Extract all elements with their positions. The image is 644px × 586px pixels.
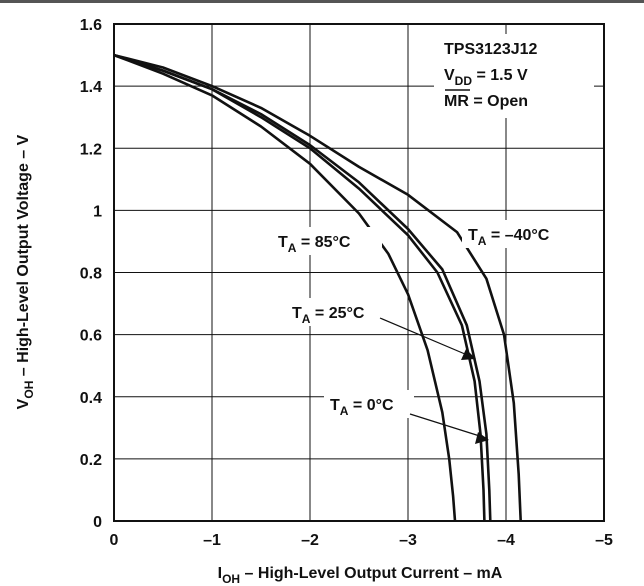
- x-tick-label: –2: [301, 532, 319, 549]
- label-neg40c: TA = –40°C: [468, 227, 550, 248]
- arrow-25c-line: [379, 317, 473, 358]
- label-sub: A: [478, 234, 487, 248]
- label-rest: = 85°C: [296, 234, 350, 251]
- device-label: TPS3123J12: [444, 41, 538, 58]
- label-main: T: [330, 397, 340, 414]
- arrow-0c-line: [409, 413, 487, 439]
- arrow-25c-head: [461, 349, 476, 360]
- series-label-backing: [272, 227, 382, 255]
- label-25c: TA = 25°C: [292, 305, 365, 326]
- x-tick-label: 0: [110, 532, 119, 549]
- label-rest: = –40°C: [486, 227, 549, 244]
- series-label-backing: [286, 298, 390, 326]
- series-label-backing: [324, 390, 414, 418]
- y-title-sub: OH: [22, 381, 36, 399]
- series-85c-curve: [113, 53, 457, 522]
- series-25c-curve: [113, 53, 492, 522]
- x-title-main: I: [218, 565, 222, 582]
- vdd-label: VDD = 1.5 V: [444, 67, 528, 88]
- series-label-backing: [462, 220, 580, 248]
- y-tick-label: 0: [93, 514, 102, 531]
- mr-main: MR: [444, 93, 469, 110]
- y-title-main: V: [15, 398, 32, 409]
- label-sub: A: [288, 241, 297, 255]
- label-0c: TA = 0°C: [330, 397, 394, 418]
- mr-rest: = Open: [469, 93, 528, 110]
- x-tick-label: –3: [399, 532, 417, 549]
- y-tick-label: 0.2: [80, 452, 102, 469]
- label-rest: = 0°C: [348, 397, 394, 414]
- label-rest: = 25°C: [310, 305, 364, 322]
- label-main: T: [468, 227, 478, 244]
- y-tick-label: 0.4: [80, 390, 102, 407]
- series-neg40c-curve: [113, 53, 522, 522]
- y-tick-label: 1.6: [80, 17, 102, 34]
- info-box-backing: [434, 34, 594, 118]
- label-sub: A: [340, 404, 349, 418]
- arrow-0c-head: [475, 432, 489, 444]
- vdd-main: V: [444, 67, 455, 84]
- y-tick-label: 1.2: [80, 141, 102, 158]
- x-axis-title: IOH – High-Level Output Current – mA: [218, 565, 503, 586]
- x-title-sub: OH: [222, 572, 240, 586]
- plot-frame: [113, 23, 605, 522]
- y-tick-label: 1.4: [80, 79, 102, 96]
- y-tick-label: 1: [93, 203, 102, 220]
- label-main: T: [292, 305, 302, 322]
- y-title-rest: – High-Level Output Voltage – V: [15, 134, 32, 380]
- label-main: T: [278, 234, 288, 251]
- y-axis-title: VOH – High-Level Output Voltage – V: [15, 134, 36, 409]
- vdd-rest: = 1.5 V: [472, 67, 528, 84]
- y-tick-label: 0.6: [80, 328, 102, 345]
- x-tick-label: –1: [203, 532, 221, 549]
- mr-label: MR = Open: [444, 93, 528, 110]
- series-labels: TA = 85°CTA = 0°CTA = 25°CTA = –40°C: [272, 220, 580, 418]
- vdd-sub: DD: [455, 74, 473, 88]
- tick-labels: 0 –1 –2 –3 –4 –5 0 0.2 0.4 0.6 0.8 1 1.2 1.4 1.6: [80, 17, 613, 549]
- y-tick-label: 0.8: [80, 266, 102, 283]
- x-title-rest: – High-Level Output Current – mA: [240, 565, 503, 582]
- label-85c: TA = 85°C: [278, 234, 351, 255]
- x-tick-label: –5: [595, 532, 613, 549]
- label-sub: A: [302, 312, 311, 326]
- x-tick-label: –4: [497, 532, 515, 549]
